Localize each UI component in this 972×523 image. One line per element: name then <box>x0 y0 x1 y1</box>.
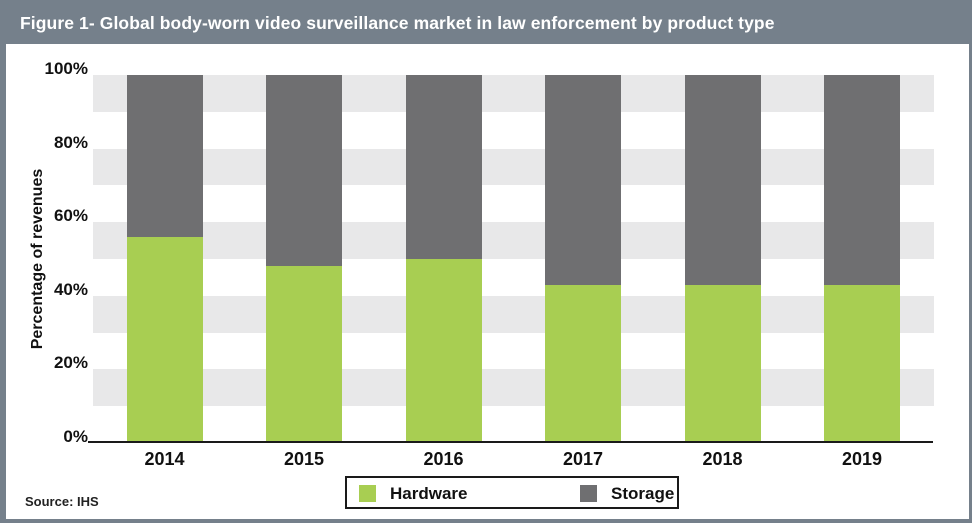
bar-segment-hardware-2014 <box>126 236 203 443</box>
grid-band <box>93 185 934 223</box>
x-axis-line <box>88 441 933 443</box>
grid-band <box>93 111 934 149</box>
y-tick-label-0: 0% <box>63 427 88 446</box>
x-tick-label-2017: 2017 <box>562 449 604 469</box>
x-tick-label-2016: 2016 <box>423 449 464 469</box>
y-tick-label-20: 20% <box>53 353 88 373</box>
bar-segment-hardware-2017 <box>545 284 621 443</box>
bar-segment-hardware-2016 <box>405 259 482 443</box>
y-tick-label-100: 100% <box>44 59 88 78</box>
legend: Hardware Storage <box>345 476 679 509</box>
bar-segment-storage-2019 <box>824 75 900 285</box>
bar-segment-storage-2017 <box>545 75 621 285</box>
bar-segment-storage-2014 <box>126 75 203 237</box>
bar-segment-hardware-2015 <box>266 266 342 443</box>
bar-segment-storage-2015 <box>266 75 342 267</box>
grid-band <box>93 332 934 370</box>
bar-segment-storage-2018 <box>684 75 761 285</box>
bar-segment-hardware-2018 <box>684 284 761 443</box>
source-note: Source: IHS <box>25 494 99 509</box>
grid-band <box>93 369 934 407</box>
legend-label-hardware: Hardware <box>390 484 468 503</box>
grid-band <box>93 259 934 296</box>
x-tick-label-2018: 2018 <box>702 449 743 469</box>
grid-band <box>93 295 934 333</box>
y-tick-label-60: 60% <box>53 206 88 226</box>
x-tick-label-2014: 2014 <box>144 449 185 469</box>
grid-band <box>93 406 934 443</box>
figure-title: Figure 1- Global body-worn video surveil… <box>0 0 972 44</box>
bar-segment-storage-2016 <box>405 75 482 259</box>
legend-swatch-storage <box>580 485 597 502</box>
grid-band <box>93 222 934 259</box>
grid-band <box>93 75 934 112</box>
y-axis-title: Percentage of revenues <box>29 168 46 350</box>
x-tick-label-2019: 2019 <box>841 449 883 469</box>
grid-band <box>93 148 934 186</box>
y-tick-label-80: 80% <box>53 132 88 152</box>
x-tick-label-2015: 2015 <box>283 449 325 469</box>
legend-swatch-hardware <box>359 485 376 502</box>
chart-canvas: 0% 20% 40% 60% 80% 100% 2014 2015 2016 2017 2018 2… <box>6 44 969 519</box>
legend-label-storage: Storage <box>611 484 675 503</box>
y-tick-label-40: 40% <box>53 279 88 299</box>
bar-segment-hardware-2019 <box>824 284 900 443</box>
